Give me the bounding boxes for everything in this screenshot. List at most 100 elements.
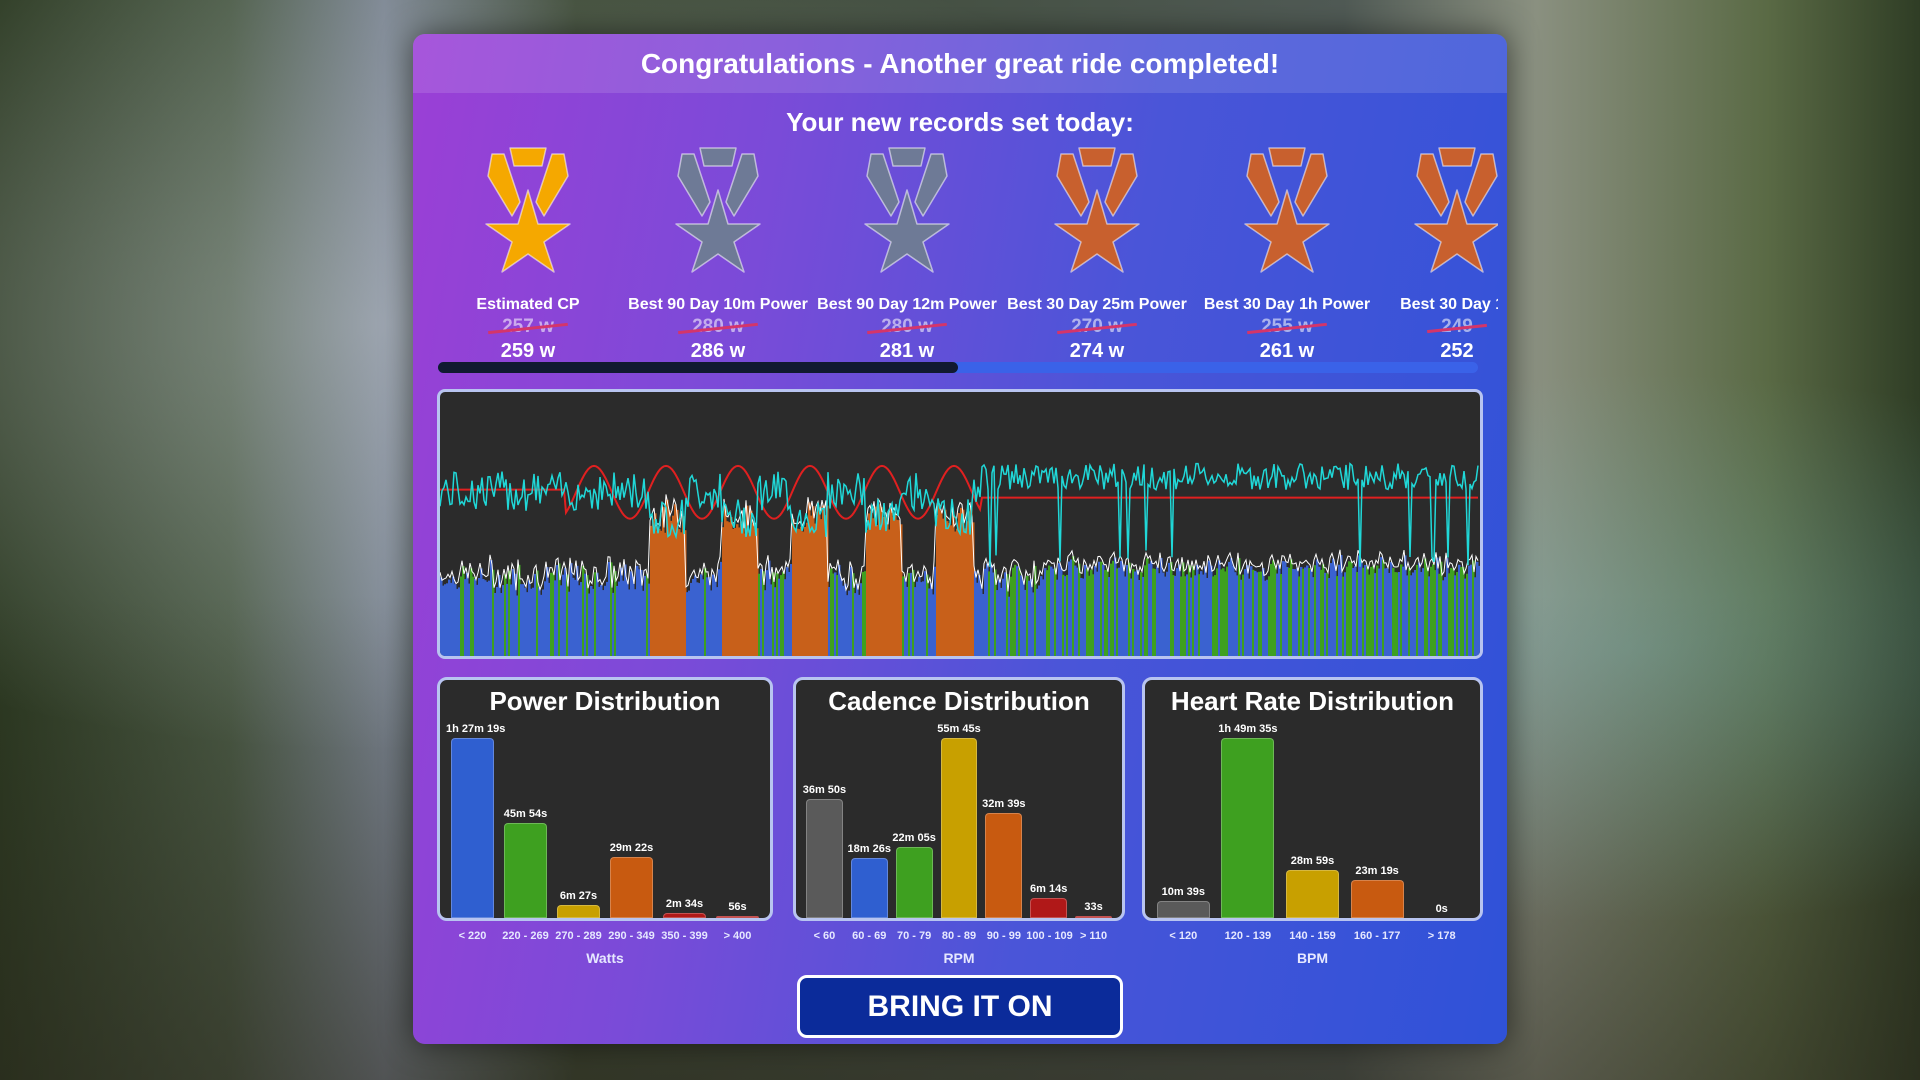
power-sample xyxy=(1390,562,1393,656)
power-sample xyxy=(1004,572,1007,656)
power-sample xyxy=(488,580,491,656)
power-sample xyxy=(982,594,985,656)
power-sample xyxy=(526,592,529,656)
power-sample xyxy=(988,571,991,656)
records-carousel[interactable]: Estimated CP 257 w 259 w Best 90 Day 10m… xyxy=(433,144,1498,374)
power-sample xyxy=(818,506,821,656)
power-sample xyxy=(642,590,645,656)
power-sample xyxy=(1200,571,1203,656)
power-sample xyxy=(1328,578,1331,656)
power-sample xyxy=(862,571,865,656)
power-sample xyxy=(460,576,463,656)
power-sample xyxy=(1214,575,1217,656)
dialog-header: Congratulations - Another great ride com… xyxy=(413,34,1507,93)
power-sample xyxy=(1218,560,1221,656)
chart-plot-area: 10m 39s 1h 49m 35s 28m 59s 23m 19s 0s xyxy=(1151,723,1474,918)
bring-it-on-button[interactable]: BRING IT ON xyxy=(797,975,1123,1038)
power-sample xyxy=(878,504,881,656)
power-sample xyxy=(1288,567,1291,656)
x-axis-label: Watts xyxy=(586,950,624,966)
power-sample xyxy=(592,588,595,656)
power-sample xyxy=(1070,559,1073,656)
power-sample xyxy=(1008,596,1011,656)
power-sample xyxy=(1062,574,1065,656)
power-sample xyxy=(682,516,685,656)
power-sample xyxy=(1412,572,1415,656)
power-sample xyxy=(1166,571,1169,656)
power-sample xyxy=(1098,561,1101,656)
x-axis-label: RPM xyxy=(943,950,975,966)
power-sample xyxy=(1262,568,1265,656)
power-sample xyxy=(1418,562,1421,656)
medal-star-icon xyxy=(485,147,571,273)
medal-star-icon xyxy=(1054,147,1140,273)
power-sample xyxy=(1370,566,1373,656)
record-old-value: 257 w xyxy=(502,316,554,337)
power-sample xyxy=(1432,564,1435,656)
power-sample xyxy=(1464,578,1467,656)
power-sample xyxy=(640,569,643,656)
power-sample xyxy=(472,576,475,656)
power-sample xyxy=(1208,560,1211,656)
power-sample xyxy=(866,529,869,656)
records-scrollbar[interactable] xyxy=(438,362,1478,373)
power-sample xyxy=(762,571,765,656)
power-sample xyxy=(824,515,827,656)
power-sample xyxy=(900,524,903,656)
power-sample xyxy=(1406,575,1409,656)
power-sample xyxy=(578,585,581,656)
power-sample xyxy=(910,572,913,656)
power-sample xyxy=(610,562,613,656)
power-sample xyxy=(490,560,493,656)
power-sample xyxy=(1010,576,1013,656)
power-sample xyxy=(906,586,909,656)
power-sample xyxy=(584,573,587,656)
power-sample xyxy=(986,563,989,656)
power-sample xyxy=(1000,587,1003,656)
power-sample xyxy=(924,571,927,656)
cadence-line xyxy=(440,462,1479,567)
power-sample xyxy=(830,568,833,656)
power-sample xyxy=(750,510,753,656)
power-sample xyxy=(696,582,699,656)
ride-complete-dialog: Congratulations - Another great ride com… xyxy=(413,34,1507,1044)
power-sample xyxy=(864,571,867,656)
power-sample xyxy=(1398,572,1401,656)
scrollbar-thumb[interactable] xyxy=(438,362,958,373)
x-tick-label: < 60 xyxy=(813,930,836,942)
power-sample xyxy=(926,574,929,656)
power-sample xyxy=(1342,576,1345,656)
power-sample xyxy=(690,582,693,656)
power-sample xyxy=(1306,565,1309,656)
x-tick-label: < 220 xyxy=(458,930,487,942)
power-sample xyxy=(1460,566,1463,656)
power-sample xyxy=(1466,573,1469,656)
record-new-value: 252 xyxy=(1440,340,1474,362)
power-sample xyxy=(1426,567,1429,656)
power-sample xyxy=(594,572,597,656)
power-sample xyxy=(1092,574,1095,656)
power-sample xyxy=(1018,568,1021,656)
power-sample xyxy=(1228,561,1231,656)
power-sample xyxy=(448,579,451,656)
power-sample xyxy=(720,561,723,656)
power-sample xyxy=(1116,568,1119,656)
power-sample xyxy=(722,527,725,656)
power-sample xyxy=(738,527,741,656)
power-sample xyxy=(892,517,895,656)
power-sample xyxy=(760,568,763,656)
power-sample xyxy=(870,510,873,656)
power-sample xyxy=(958,513,961,656)
power-sample xyxy=(948,522,951,656)
power-sample xyxy=(1368,574,1371,656)
power-sample xyxy=(1016,566,1019,656)
power-sample xyxy=(558,563,561,656)
power-sample xyxy=(452,576,455,656)
power-sample xyxy=(484,580,487,656)
power-sample xyxy=(916,581,919,656)
bar-value-label: 22m 05s xyxy=(892,831,936,844)
power-sample xyxy=(810,515,813,656)
power-sample xyxy=(1456,571,1459,656)
power-sample xyxy=(1196,564,1199,656)
power-sample xyxy=(838,564,841,656)
